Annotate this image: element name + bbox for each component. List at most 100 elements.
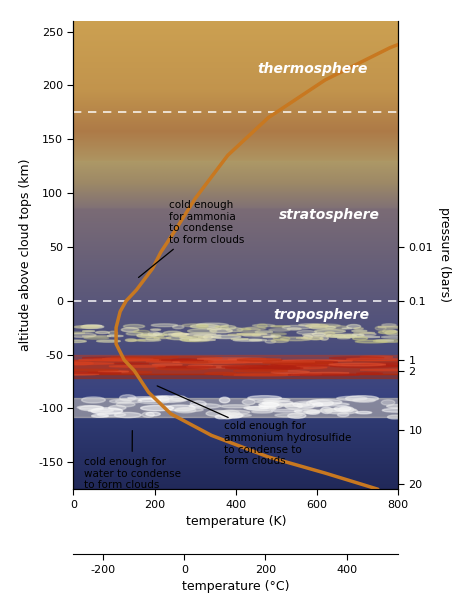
Ellipse shape xyxy=(354,328,363,330)
Ellipse shape xyxy=(152,364,182,366)
Ellipse shape xyxy=(182,324,208,327)
Ellipse shape xyxy=(315,330,346,333)
Ellipse shape xyxy=(259,403,279,407)
Ellipse shape xyxy=(275,413,302,417)
Ellipse shape xyxy=(337,396,367,400)
Ellipse shape xyxy=(177,408,203,412)
Ellipse shape xyxy=(217,410,250,415)
Ellipse shape xyxy=(269,329,290,331)
Ellipse shape xyxy=(190,401,206,407)
Ellipse shape xyxy=(109,406,126,410)
Ellipse shape xyxy=(190,339,216,341)
Ellipse shape xyxy=(116,402,135,407)
Ellipse shape xyxy=(293,373,322,375)
Ellipse shape xyxy=(271,326,290,327)
Ellipse shape xyxy=(231,339,248,340)
Ellipse shape xyxy=(306,324,328,328)
Ellipse shape xyxy=(188,365,213,366)
Ellipse shape xyxy=(128,397,163,399)
Ellipse shape xyxy=(329,357,384,359)
X-axis label: temperature (K): temperature (K) xyxy=(185,515,286,528)
Text: cold enough for
water to condense
to form clouds: cold enough for water to condense to for… xyxy=(83,431,181,490)
Ellipse shape xyxy=(88,409,113,412)
Ellipse shape xyxy=(50,372,99,375)
Ellipse shape xyxy=(163,331,182,336)
Ellipse shape xyxy=(191,324,219,329)
Ellipse shape xyxy=(165,405,195,411)
Ellipse shape xyxy=(356,372,383,374)
Ellipse shape xyxy=(206,410,230,416)
Ellipse shape xyxy=(287,328,301,330)
Ellipse shape xyxy=(334,406,351,411)
Ellipse shape xyxy=(141,334,168,336)
Ellipse shape xyxy=(79,359,159,361)
Ellipse shape xyxy=(151,324,177,327)
Text: troposphere: troposphere xyxy=(273,308,369,322)
Ellipse shape xyxy=(93,359,172,361)
Ellipse shape xyxy=(226,366,300,369)
Ellipse shape xyxy=(141,335,167,336)
Ellipse shape xyxy=(84,337,109,339)
Ellipse shape xyxy=(378,331,397,334)
Ellipse shape xyxy=(96,331,109,333)
Ellipse shape xyxy=(221,405,250,408)
Text: cold enough
for ammonia
to condense
to form clouds: cold enough for ammonia to condense to f… xyxy=(138,200,244,278)
Ellipse shape xyxy=(182,339,209,342)
Ellipse shape xyxy=(360,356,393,358)
Ellipse shape xyxy=(88,371,152,373)
Ellipse shape xyxy=(261,403,291,406)
Ellipse shape xyxy=(109,399,142,403)
Ellipse shape xyxy=(376,340,393,342)
Ellipse shape xyxy=(304,410,320,413)
Ellipse shape xyxy=(333,334,364,337)
Ellipse shape xyxy=(220,326,236,329)
Ellipse shape xyxy=(187,366,263,368)
Ellipse shape xyxy=(297,403,315,409)
Ellipse shape xyxy=(329,364,386,366)
Ellipse shape xyxy=(173,361,250,364)
Ellipse shape xyxy=(173,333,188,336)
Ellipse shape xyxy=(271,335,281,337)
Ellipse shape xyxy=(387,404,409,408)
Ellipse shape xyxy=(133,330,150,333)
Ellipse shape xyxy=(382,324,396,326)
Ellipse shape xyxy=(344,335,356,337)
Ellipse shape xyxy=(263,401,293,405)
Ellipse shape xyxy=(249,339,266,341)
Ellipse shape xyxy=(310,326,336,329)
Ellipse shape xyxy=(141,406,173,411)
Ellipse shape xyxy=(282,326,311,329)
Ellipse shape xyxy=(175,407,196,413)
Ellipse shape xyxy=(271,339,288,342)
Ellipse shape xyxy=(326,409,358,414)
Ellipse shape xyxy=(325,326,348,329)
Ellipse shape xyxy=(139,398,161,401)
Ellipse shape xyxy=(310,372,349,374)
Ellipse shape xyxy=(304,335,312,339)
Ellipse shape xyxy=(121,328,139,332)
Ellipse shape xyxy=(313,403,349,406)
Ellipse shape xyxy=(62,362,93,365)
Ellipse shape xyxy=(264,402,283,408)
Ellipse shape xyxy=(353,337,367,340)
Ellipse shape xyxy=(282,360,352,361)
Ellipse shape xyxy=(82,397,105,403)
Ellipse shape xyxy=(337,413,349,417)
Ellipse shape xyxy=(228,359,281,360)
X-axis label: temperature (°C): temperature (°C) xyxy=(182,581,290,593)
Ellipse shape xyxy=(221,412,238,418)
Ellipse shape xyxy=(189,404,220,408)
Ellipse shape xyxy=(385,331,400,335)
Ellipse shape xyxy=(137,339,161,342)
Ellipse shape xyxy=(203,335,213,339)
Ellipse shape xyxy=(172,333,186,337)
Ellipse shape xyxy=(354,332,374,334)
Ellipse shape xyxy=(137,334,164,337)
Ellipse shape xyxy=(327,335,357,337)
Ellipse shape xyxy=(303,333,331,336)
Text: stratosphere: stratosphere xyxy=(279,208,380,222)
Ellipse shape xyxy=(186,333,216,335)
Ellipse shape xyxy=(359,333,376,336)
Ellipse shape xyxy=(259,404,276,409)
Ellipse shape xyxy=(388,415,402,419)
